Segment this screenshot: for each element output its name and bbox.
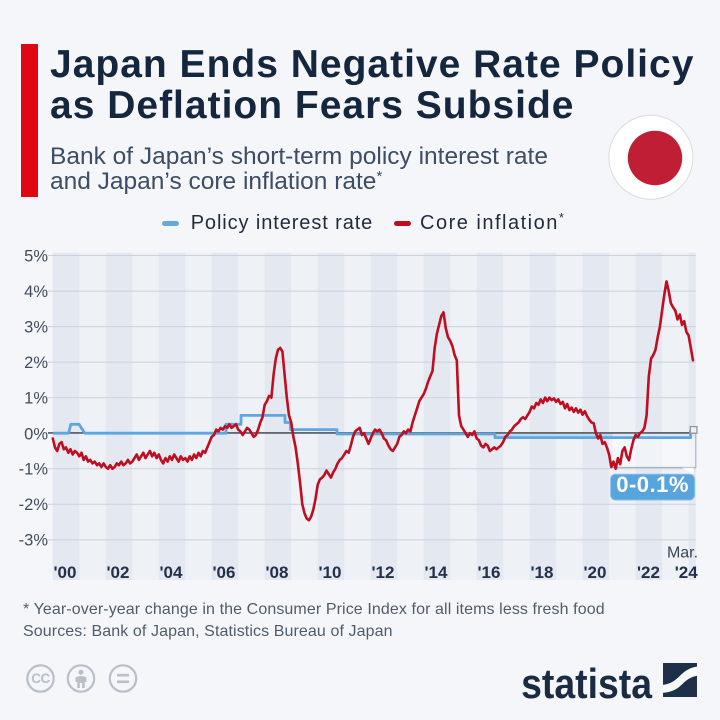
svg-text:'02: '02 (107, 563, 130, 582)
svg-text:'08: '08 (266, 563, 289, 582)
svg-text:'10: '10 (319, 563, 342, 582)
svg-text:'22: '22 (637, 563, 660, 582)
svg-text:'06: '06 (213, 563, 236, 582)
svg-text:'14: '14 (425, 563, 448, 582)
svg-text:'18: '18 (531, 563, 554, 582)
svg-text:statista: statista (521, 661, 653, 700)
svg-text:0-0.1%: 0-0.1% (616, 472, 689, 497)
svg-text:'16: '16 (478, 563, 501, 582)
svg-text:-2%: -2% (19, 496, 49, 514)
svg-text:3%: 3% (24, 318, 48, 336)
svg-text:0%: 0% (24, 425, 48, 443)
svg-text:5%: 5% (24, 247, 48, 265)
svg-text:CC: CC (31, 671, 50, 686)
svg-text:'20: '20 (584, 563, 607, 582)
svg-text:'04: '04 (160, 563, 183, 582)
svg-text:'24: '24 (675, 563, 698, 582)
svg-text:-3%: -3% (19, 532, 49, 550)
svg-text:4%: 4% (24, 283, 48, 301)
svg-text:'00: '00 (54, 563, 77, 582)
svg-text:1%: 1% (24, 390, 48, 408)
svg-text:2%: 2% (24, 354, 48, 372)
svg-text:Mar.: Mar. (667, 545, 698, 562)
svg-text:'12: '12 (372, 563, 395, 582)
svg-text:-1%: -1% (19, 461, 49, 479)
